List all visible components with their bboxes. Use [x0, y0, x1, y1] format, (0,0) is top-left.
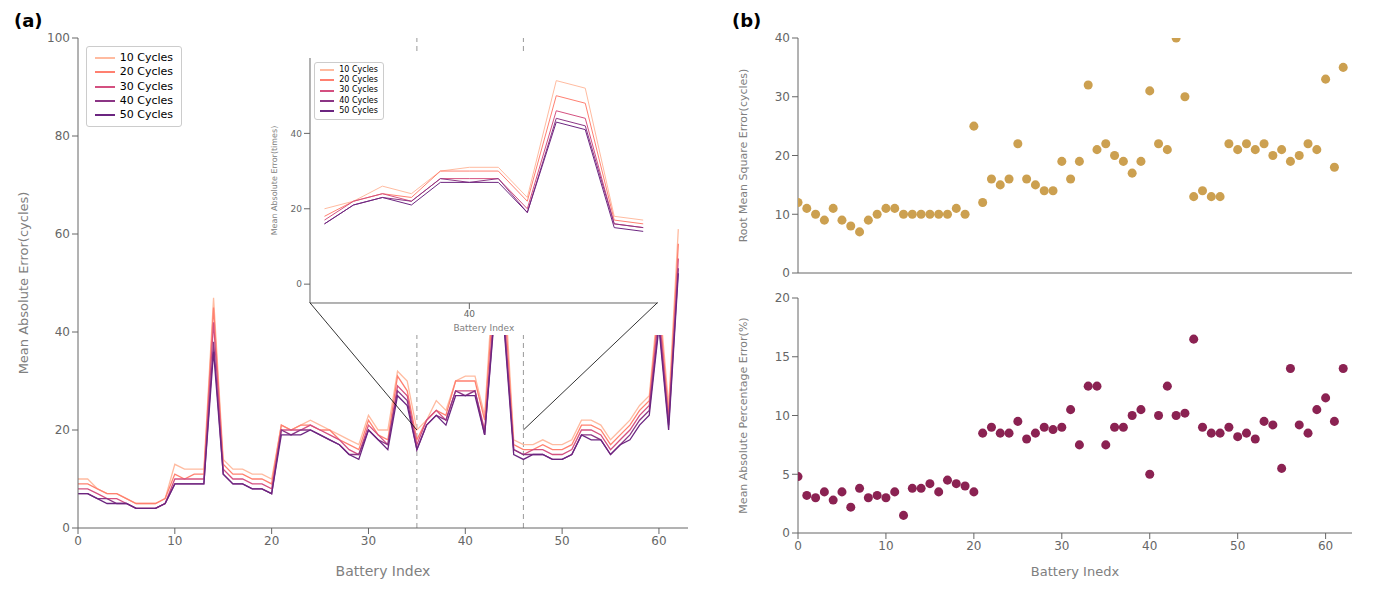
svg-text:Battery Index: Battery Index	[336, 563, 431, 579]
svg-text:20: 20	[775, 291, 790, 305]
svg-text:0: 0	[296, 279, 302, 289]
html-text:40 Cycles: 40 Cycles	[119, 93, 174, 107]
html-text:(a): (a)	[14, 10, 43, 31]
html-text:(b): (b)	[732, 10, 762, 31]
svg-text:Battery Inedx: Battery Inedx	[1031, 564, 1120, 579]
html-text:50 Cycles: 50 Cycles	[339, 106, 378, 116]
html-text:20 Cycles: 20 Cycles	[119, 65, 174, 79]
svg-text:20: 20	[290, 204, 302, 214]
svg-text:40: 40	[55, 325, 70, 339]
html-text:20 Cycles: 20 Cycles	[339, 75, 378, 84]
svg-text:Battery Index: Battery Index	[453, 323, 515, 333]
svg-text:100: 100	[47, 31, 70, 45]
svg-text:40: 40	[463, 309, 475, 319]
svg-text:20: 20	[264, 534, 279, 548]
svg-text:50: 50	[1230, 539, 1245, 553]
svg-text:80: 80	[55, 129, 70, 143]
svg-text:5: 5	[782, 468, 790, 482]
html-text:10 Cycles: 10 Cycles	[339, 64, 378, 74]
svg-text:40: 40	[775, 31, 790, 45]
svg-text:0: 0	[794, 539, 802, 553]
svg-text:Mean Absolute Percentage Error: Mean Absolute Percentage Error(%)	[737, 317, 750, 513]
html-text:10 Cycles: 10 Cycles	[119, 51, 174, 64]
svg-text:0: 0	[782, 266, 790, 280]
svg-text:30: 30	[775, 90, 790, 104]
svg-text:30: 30	[361, 534, 376, 548]
svg-text:20: 20	[966, 539, 981, 553]
svg-text:60: 60	[1318, 539, 1333, 553]
svg-text:Mean Absolute Error(times): Mean Absolute Error(times)	[270, 125, 279, 235]
svg-text:10: 10	[878, 539, 893, 553]
svg-text:0: 0	[74, 534, 82, 548]
html-text:50 Cycles: 50 Cycles	[119, 108, 174, 122]
svg-text:10: 10	[775, 409, 790, 423]
svg-text:60: 60	[651, 534, 666, 548]
svg-text:40: 40	[1142, 539, 1157, 553]
svg-text:20: 20	[775, 149, 790, 163]
html-text:40 Cycles: 40 Cycles	[339, 95, 378, 105]
svg-text:15: 15	[775, 350, 790, 364]
svg-text:30: 30	[1054, 539, 1069, 553]
svg-text:10: 10	[775, 208, 790, 222]
svg-text:0: 0	[782, 526, 790, 540]
html-text:30 Cycles: 30 Cycles	[119, 79, 174, 93]
svg-text:Root Mean Square Error(cycles): Root Mean Square Error(cycles)	[737, 69, 750, 243]
svg-text:50: 50	[554, 534, 569, 548]
svg-text:20: 20	[55, 423, 70, 437]
html-text:30 Cycles: 30 Cycles	[339, 85, 378, 95]
svg-text:40: 40	[458, 534, 473, 548]
svg-text:40: 40	[290, 128, 302, 138]
svg-text:0: 0	[62, 521, 70, 535]
svg-text:Mean Absolute Error(cycles): Mean Absolute Error(cycles)	[16, 192, 31, 375]
svg-text:10: 10	[167, 534, 182, 548]
svg-text:60: 60	[55, 227, 70, 241]
